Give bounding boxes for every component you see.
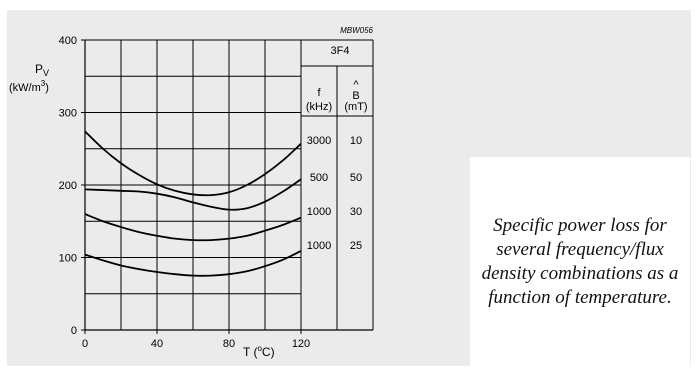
legend-b-hat: ^ [353,79,359,91]
y-tick-label: 400 [59,35,77,47]
legend-b-unit: (mT) [344,101,367,113]
legend-table [301,40,374,330]
legend-row-b: 50 [350,172,362,184]
legend-f-unit: (kHz) [306,101,332,113]
legend-f-header: f [317,87,321,99]
legend-row-b: 25 [350,240,362,252]
x-tick-label: 0 [82,338,88,350]
x-tick-label: 40 [151,338,163,350]
y-tick-label: 300 [59,108,77,120]
tick-labels: 0 40 80 120 0 100 200 300 400 [59,35,311,350]
y-tick-label: 100 [59,253,77,265]
series-line-3 [84,213,302,242]
legend-b-header: B [352,90,359,102]
legend-row-f: 1000 [307,240,331,252]
series-line-2 [84,178,302,211]
caption-box: Specific power loss for several frequenc… [470,157,690,366]
legend-row-f: 500 [310,172,328,184]
legend-material: 3F4 [331,45,350,57]
series-line-1 [84,130,302,197]
y-tick-label: 200 [59,180,77,192]
x-tick-label: 80 [223,338,235,350]
y-axis-label-symbol: PV [35,62,49,78]
series-line-4 [84,250,302,277]
curves [84,130,302,277]
legend-row-f: 3000 [307,135,331,147]
y-tick-label: 0 [71,325,77,337]
legend-row-f: 1000 [307,206,331,218]
x-tick-label: 120 [292,338,310,350]
caption-text: Specific power loss for several frequenc… [481,214,679,308]
grid [84,39,373,331]
figure-panel: 0 40 80 120 0 100 200 300 400 MBW056 PV (kW/m3) … [7,10,691,366]
x-axis-label: T (oC) [243,344,275,359]
legend-row-b: 30 [350,206,362,218]
legend-row-b: 10 [350,135,362,147]
figure-code: MBW056 [340,26,373,35]
y-axis-label-unit: (kW/m3) [9,79,49,94]
